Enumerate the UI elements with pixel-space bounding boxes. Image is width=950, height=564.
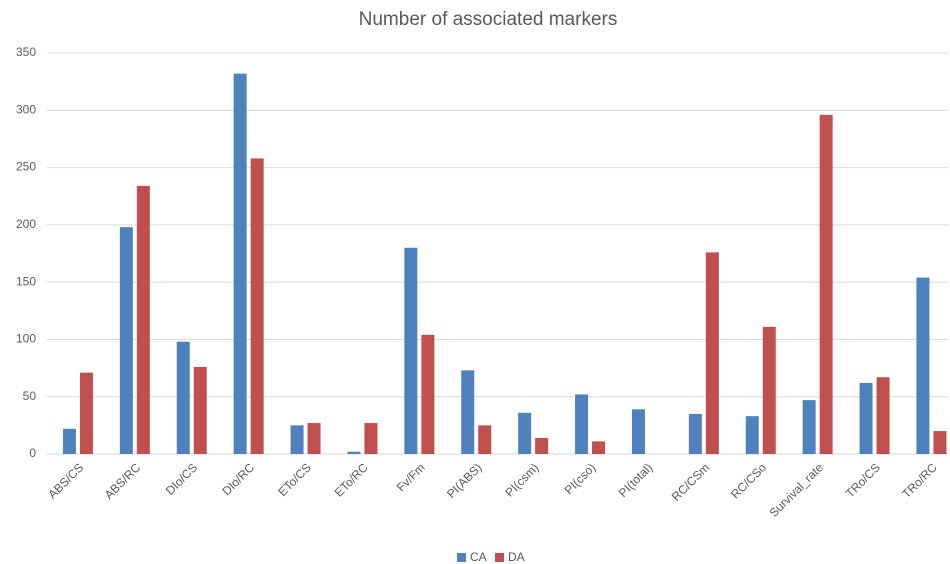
bar bbox=[518, 412, 532, 454]
y-tick-label: 50 bbox=[23, 389, 37, 403]
x-tick-label: PI(csm) bbox=[502, 460, 541, 499]
y-tick-label: 0 bbox=[29, 446, 36, 460]
bar bbox=[176, 341, 190, 454]
x-tick-label: PI(total) bbox=[616, 460, 656, 500]
bar bbox=[421, 334, 435, 454]
x-tick-label: TRo/RC bbox=[899, 460, 940, 501]
x-tick-label: TRo/CS bbox=[843, 460, 883, 500]
bar bbox=[592, 441, 606, 454]
bar bbox=[916, 277, 930, 454]
bar bbox=[575, 394, 589, 454]
legend-label: CA bbox=[470, 550, 487, 564]
bar bbox=[535, 437, 549, 454]
x-tick-label: ABS/RC bbox=[102, 460, 144, 502]
bar bbox=[819, 114, 833, 455]
y-tick-label: 250 bbox=[16, 160, 36, 174]
bar bbox=[233, 73, 247, 454]
x-tick-label: ETo/CS bbox=[275, 460, 314, 499]
legend-swatch bbox=[457, 553, 466, 562]
y-tick-label: 100 bbox=[16, 332, 36, 346]
x-tick-label: RC/CSm bbox=[669, 460, 712, 503]
chart-title: Number of associated markers bbox=[359, 9, 618, 30]
bar bbox=[461, 370, 475, 454]
bar bbox=[193, 366, 207, 454]
y-tick-label: 300 bbox=[16, 102, 36, 116]
bar bbox=[347, 451, 361, 454]
x-tick-label: Fv/Fm bbox=[394, 460, 428, 494]
bar bbox=[705, 252, 719, 454]
x-tick-label: PI(cso) bbox=[562, 460, 599, 497]
bar bbox=[250, 158, 264, 455]
bar bbox=[688, 413, 702, 454]
y-tick-label: 150 bbox=[16, 274, 36, 288]
x-tick-label: Survival_rate bbox=[767, 460, 827, 520]
bar bbox=[136, 185, 150, 454]
x-tick-label: RC/CSo bbox=[728, 460, 769, 501]
x-tick-label: PI(ABS) bbox=[444, 460, 485, 501]
bar bbox=[876, 377, 890, 454]
x-tick-label: ETo/RC bbox=[332, 460, 371, 499]
bar bbox=[307, 423, 321, 454]
bar bbox=[745, 416, 759, 454]
bar bbox=[802, 400, 816, 454]
bar bbox=[631, 409, 645, 454]
bar bbox=[933, 431, 947, 454]
bar bbox=[62, 428, 76, 454]
bar bbox=[762, 326, 776, 454]
x-tick-label: DIo/CS bbox=[163, 460, 200, 497]
bar bbox=[290, 425, 304, 454]
bar bbox=[119, 227, 133, 454]
bar bbox=[404, 247, 418, 454]
x-tick-label: DIo/RC bbox=[219, 460, 257, 498]
legend-label: DA bbox=[508, 550, 525, 564]
y-tick-label: 200 bbox=[16, 217, 36, 231]
y-tick-label: 350 bbox=[16, 45, 36, 59]
legend-swatch bbox=[495, 553, 504, 562]
bar bbox=[859, 382, 873, 454]
bar bbox=[79, 372, 93, 454]
x-tick-label: ABS/CS bbox=[45, 460, 86, 501]
bar bbox=[478, 425, 492, 454]
bar bbox=[364, 423, 378, 454]
